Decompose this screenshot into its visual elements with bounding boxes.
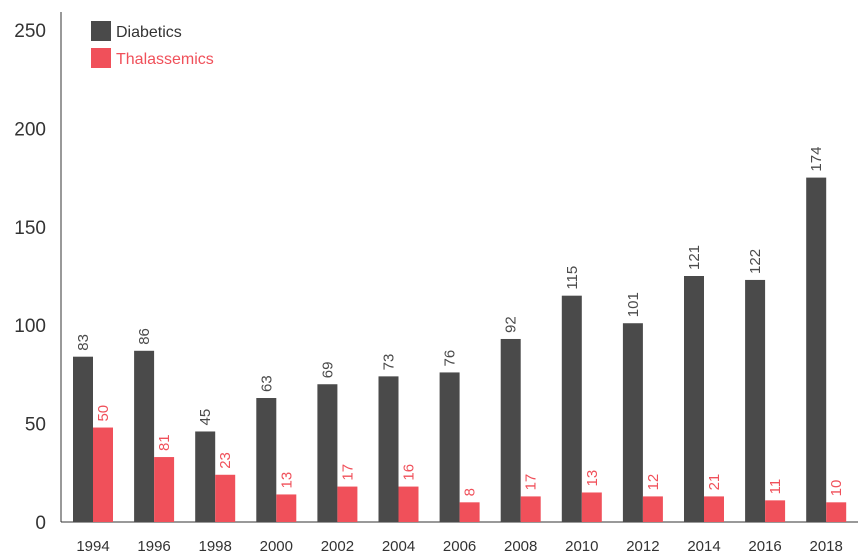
data-label-thalassemics: 13	[278, 472, 295, 489]
bar-diabetics-2014	[684, 276, 704, 522]
data-label-diabetics: 101	[625, 292, 642, 317]
bar-thalassemics-1998	[215, 474, 236, 522]
bar-diabetics-2004	[378, 376, 399, 522]
bar-diabetics-1994	[73, 356, 93, 522]
bar-thalassemics-2010	[581, 492, 602, 522]
y-axis-ticks: 0 50 100 150 200 250	[14, 21, 46, 534]
data-label-thalassemics: 12	[645, 474, 662, 491]
x-tick-label: 2000	[260, 538, 293, 555]
x-tick-label: 2008	[504, 538, 537, 555]
x-tick-label: 2004	[382, 538, 415, 555]
data-label-diabetics: 63	[258, 375, 275, 392]
x-tick-label: 2014	[687, 538, 720, 555]
bar-thalassemics-2014	[704, 496, 724, 522]
x-tick-label: 2016	[748, 538, 781, 555]
data-labels: 8350868145236313691773167689217115131011…	[75, 147, 845, 497]
data-label-thalassemics: 17	[523, 474, 540, 491]
data-label-diabetics: 121	[686, 245, 703, 270]
x-tick-label: 2002	[321, 538, 354, 555]
data-label-diabetics: 69	[319, 362, 336, 379]
data-label-diabetics: 86	[136, 328, 153, 345]
legend-swatch-diabetics	[91, 21, 111, 41]
x-tick-label: 1996	[137, 538, 170, 555]
data-label-diabetics: 174	[808, 147, 825, 172]
y-tick-label: 50	[25, 415, 46, 436]
bar-thalassemics-1994	[93, 427, 113, 522]
bar-thalassemics-2004	[398, 486, 419, 522]
x-tick-label: 2010	[565, 538, 598, 555]
bar-thalassemics-2008	[520, 496, 541, 522]
bar-thalassemics-2000	[276, 494, 297, 522]
bar-diabetics-2012	[622, 323, 643, 522]
data-label-thalassemics: 81	[156, 434, 173, 451]
x-tick-label: 2012	[626, 538, 659, 555]
x-tick-label: 1998	[199, 538, 232, 555]
legend-swatch-thalassemics	[91, 48, 111, 68]
bar-thalassemics-2012	[642, 496, 663, 522]
data-label-thalassemics: 10	[828, 480, 845, 497]
x-tick-label: 1994	[76, 538, 109, 555]
bar-diabetics-2018	[806, 177, 827, 522]
y-tick-label: 250	[14, 21, 46, 42]
legend-label-diabetics: Diabetics	[116, 24, 182, 41]
x-tick-label: 2018	[810, 538, 843, 555]
bar-thalassemics-1996	[154, 457, 175, 522]
bar-diabetics-2008	[500, 338, 521, 522]
bar-diabetics-2002	[317, 384, 338, 522]
x-tick-label: 2006	[443, 538, 476, 555]
data-label-thalassemics: 23	[217, 452, 234, 469]
bar-diabetics-2006	[439, 372, 460, 522]
data-label-thalassemics: 50	[95, 405, 112, 422]
data-label-thalassemics: 21	[706, 474, 723, 491]
y-tick-label: 200	[14, 119, 46, 140]
data-label-diabetics: 83	[75, 334, 92, 351]
data-label-diabetics: 122	[747, 249, 764, 274]
data-label-diabetics: 92	[503, 316, 520, 333]
x-axis-ticks: 1994 1996 1998 2000 2002 2004 2006 2008 2010 2012…	[76, 538, 843, 555]
legend: Diabetics Thalassemics	[91, 21, 214, 68]
y-tick-label: 150	[14, 218, 46, 239]
data-label-thalassemics: 16	[401, 464, 418, 481]
data-label-diabetics: 115	[564, 266, 581, 290]
y-tick-label: 0	[35, 513, 46, 534]
bars	[73, 177, 847, 522]
bar-thalassemics-2006	[459, 502, 480, 522]
y-tick-label: 100	[14, 316, 46, 337]
bar-diabetics-2000	[256, 398, 277, 522]
bar-thalassemics-2002	[337, 486, 358, 522]
data-label-thalassemics: 11	[767, 479, 784, 495]
bar-diabetics-1996	[134, 350, 155, 522]
bar-diabetics-2010	[561, 295, 582, 522]
bar-diabetics-1998	[195, 431, 216, 522]
legend-label-thalassemics: Thalassemics	[116, 51, 214, 68]
data-label-thalassemics: 17	[339, 464, 356, 481]
bar-thalassemics-2018	[826, 502, 847, 522]
data-label-diabetics: 76	[442, 350, 459, 367]
data-label-thalassemics: 13	[584, 470, 601, 487]
bar-diabetics-2016	[745, 279, 766, 522]
data-label-thalassemics: 8	[462, 488, 479, 496]
data-label-diabetics: 45	[197, 409, 214, 426]
bar-thalassemics-2016	[765, 500, 786, 522]
data-label-diabetics: 73	[381, 354, 398, 371]
